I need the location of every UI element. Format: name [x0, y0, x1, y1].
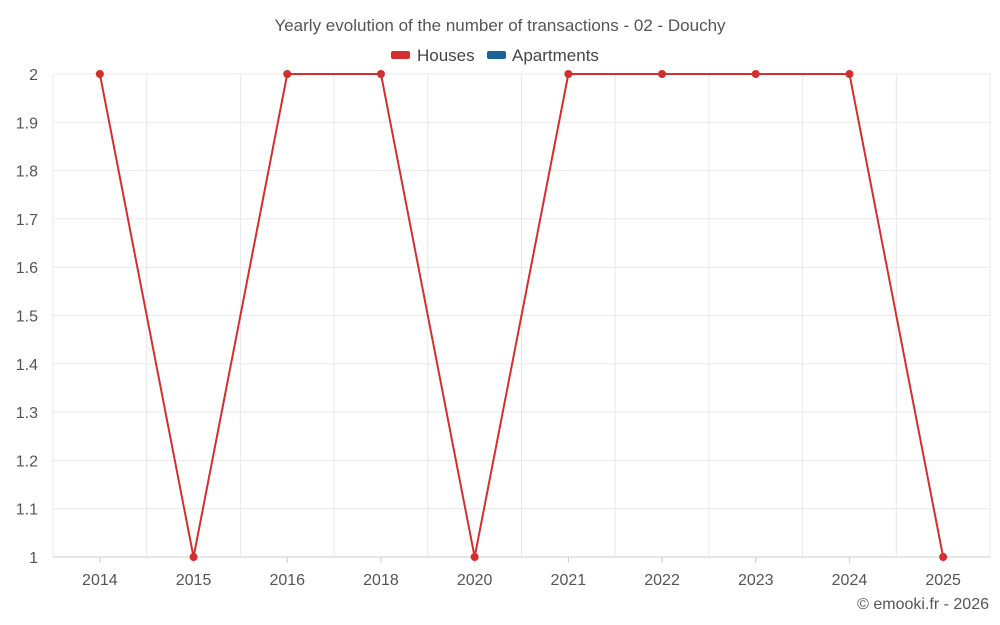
x-tick-label: 2018 [363, 572, 399, 589]
x-tick-label: 2014 [82, 572, 118, 589]
y-axis-ticks: 1 1.1 1.2 1.3 1.4 1.5 1.6 1.7 1.8 1.9 2 [16, 67, 38, 567]
data-point[interactable] [939, 553, 948, 561]
data-point[interactable] [95, 70, 104, 78]
legend-swatch-houses [391, 51, 410, 59]
data-point[interactable] [376, 70, 385, 78]
y-tick-label: 2 [29, 67, 38, 84]
data-point[interactable] [658, 70, 667, 78]
x-tick-label: 2025 [925, 572, 961, 589]
series-line-houses [98, 73, 945, 558]
y-tick-label: 1.9 [16, 115, 38, 132]
legend-item-houses[interactable]: Houses [391, 46, 475, 65]
data-point[interactable] [845, 70, 854, 78]
legend: Houses Apartments [391, 46, 599, 65]
x-tick-label: 2021 [551, 572, 587, 589]
y-tick-label: 1.1 [16, 502, 38, 519]
data-point[interactable] [470, 553, 479, 561]
legend-label-apartments: Apartments [512, 46, 599, 65]
y-tick-label: 1.7 [16, 212, 38, 229]
x-tick-label: 2023 [738, 572, 774, 589]
x-tick-label: 2022 [644, 572, 680, 589]
x-axis-ticks: 2014 2015 2016 2018 2020 2021 2022 2023 2024 2025 [82, 557, 961, 589]
data-point[interactable] [564, 70, 573, 78]
y-tick-label: 1 [29, 550, 38, 567]
legend-item-apartments[interactable]: Apartments [487, 46, 599, 65]
data-point[interactable] [189, 553, 198, 561]
credit-text: © emooki.fr - 2026 [857, 596, 989, 613]
data-point[interactable] [283, 70, 292, 78]
x-tick-label: 2015 [176, 572, 212, 589]
y-tick-label: 1.8 [16, 164, 38, 181]
x-tick-label: 2016 [269, 572, 305, 589]
series-houses [95, 70, 948, 561]
chart-title: Yearly evolution of the number of transa… [274, 16, 726, 35]
y-tick-label: 1.4 [16, 357, 38, 374]
y-tick-label: 1.3 [16, 405, 38, 422]
y-tick-label: 1.2 [16, 453, 38, 470]
legend-swatch-apartments [487, 51, 506, 59]
legend-label-houses: Houses [417, 46, 475, 65]
y-tick-label: 1.5 [16, 309, 38, 326]
data-point[interactable] [751, 70, 760, 78]
x-tick-label: 2020 [457, 572, 493, 589]
x-tick-label: 2024 [832, 572, 868, 589]
y-tick-label: 1.6 [16, 260, 38, 277]
